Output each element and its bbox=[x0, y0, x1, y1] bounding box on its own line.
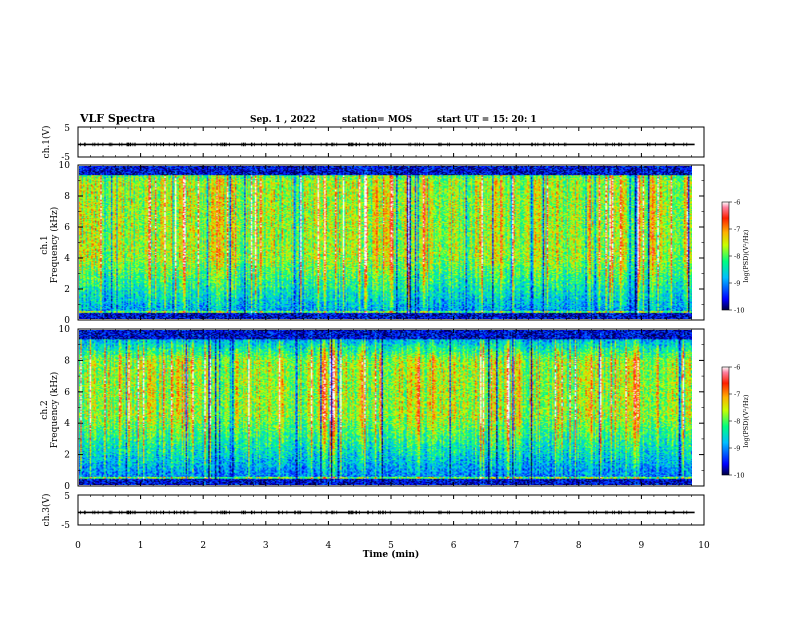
ch3-ytick-top: 5 bbox=[64, 492, 70, 502]
ch1-waveform-trace bbox=[78, 142, 695, 147]
ch1-ytick-top: 5 bbox=[64, 124, 70, 134]
ch3-waveform-ylabel: ch.3(V) bbox=[41, 494, 52, 527]
start-time-label: start UT = 15: 20: 1 bbox=[437, 115, 537, 125]
colorbar-tick-label: -6 bbox=[734, 199, 740, 207]
waveform-spikes bbox=[80, 142, 688, 147]
x-tick-label: 10 bbox=[698, 541, 710, 551]
colorbar-tick-label: -8 bbox=[734, 253, 740, 261]
colorbar-tick-label: -9 bbox=[734, 445, 740, 453]
ch1-colorbar-label: log(PSD)(V²/Hz) bbox=[742, 229, 750, 282]
x-tick-label: 4 bbox=[326, 541, 332, 551]
y-tick-label: 4 bbox=[64, 419, 70, 429]
ch1-spectrogram-ylabel-top: ch.1 bbox=[40, 235, 50, 254]
waveform-spikes bbox=[80, 510, 688, 515]
y-tick-label: 2 bbox=[64, 285, 70, 295]
ch1-waveform-panel: 5 -5 ch.1(V) bbox=[41, 124, 705, 163]
ch2-colorbar-ticks: -6 -7 -8 -9 -10 bbox=[729, 364, 744, 480]
x-tick-label: 8 bbox=[576, 541, 582, 551]
y-tick-label: 2 bbox=[64, 451, 70, 461]
ch2-colorbar-label: log(PSD)(V²/Hz) bbox=[742, 394, 750, 447]
x-tick-label: 0 bbox=[75, 541, 81, 551]
colorbar-tick-label: -7 bbox=[734, 391, 740, 399]
ch3-waveform-trace bbox=[78, 510, 695, 515]
ch3-ytick-bottom: -5 bbox=[61, 521, 70, 531]
colorbar-tick-label: -9 bbox=[734, 280, 740, 288]
ch1-waveform-ylabel: ch.1(V) bbox=[41, 126, 52, 159]
time-axis: 0 1 2 3 4 5 6 7 8 9 10 bbox=[75, 127, 710, 551]
x-tick-label: 7 bbox=[513, 541, 519, 551]
y-tick-label: 0 bbox=[64, 316, 70, 326]
x-tick-label: 2 bbox=[200, 541, 206, 551]
y-tick-label: 6 bbox=[64, 388, 70, 398]
ch3-waveform-frame bbox=[77, 494, 705, 526]
y-tick-label: 8 bbox=[64, 192, 70, 202]
ch2-spectrogram-ylabel: Frequency (kHz) bbox=[49, 372, 60, 449]
ch2-colorbar bbox=[721, 366, 730, 476]
x-tick-label: 5 bbox=[388, 541, 394, 551]
y-tick-label: 4 bbox=[64, 254, 70, 264]
ch1-spectrogram-yticks: 0 2 4 6 8 10 bbox=[59, 161, 704, 326]
ch2-spectrogram-ylabel-top: ch.2 bbox=[40, 400, 50, 419]
ch3-waveform-panel: 5 -5 ch.3(V) bbox=[41, 492, 705, 531]
colorbar-tick-label: -8 bbox=[734, 418, 740, 426]
ch2-spectrogram-image bbox=[79, 330, 692, 485]
x-tick-label: 9 bbox=[639, 541, 645, 551]
y-tick-label: 8 bbox=[64, 356, 70, 366]
ch2-spectrogram-panel: 0 2 4 6 8 10 ch.2 Frequency (kHz) -6 -7 -8 -9 -10… bbox=[40, 325, 750, 492]
station-label: station= MOS bbox=[342, 115, 412, 125]
ch1-colorbar-ticks: -6 -7 -8 -9 -10 bbox=[729, 199, 744, 315]
date-label: Sep. 1 , 2022 bbox=[250, 115, 316, 125]
y-tick-label: 10 bbox=[59, 325, 71, 335]
ch1-waveform-frame bbox=[77, 126, 705, 158]
ch1-ytick-bottom: -5 bbox=[61, 153, 70, 163]
figure-title: VLF Spectra bbox=[79, 112, 155, 125]
colorbar-tick-label: -10 bbox=[734, 307, 744, 315]
ch1-colorbar bbox=[721, 201, 730, 311]
x-tick-label: 1 bbox=[138, 541, 144, 551]
ch1-spectrogram-ylabel: Frequency (kHz) bbox=[49, 207, 60, 284]
y-tick-label: 0 bbox=[64, 482, 70, 492]
x-tick-label: 3 bbox=[263, 541, 269, 551]
y-tick-label: 6 bbox=[64, 223, 70, 233]
y-tick-label: 10 bbox=[59, 161, 71, 171]
colorbar-tick-label: -7 bbox=[734, 226, 740, 234]
colorbar-tick-label: -10 bbox=[734, 472, 744, 480]
ch1-spectrogram-panel: 0 2 4 6 8 10 ch.1 Frequency (kHz) -6 -7 -8 -9 -10… bbox=[40, 161, 750, 326]
ch1-spectrogram-image bbox=[79, 166, 692, 319]
colorbar-tick-label: -6 bbox=[734, 364, 740, 372]
time-axis-label: Time (min) bbox=[363, 549, 420, 560]
x-tick-label: 6 bbox=[451, 541, 457, 551]
